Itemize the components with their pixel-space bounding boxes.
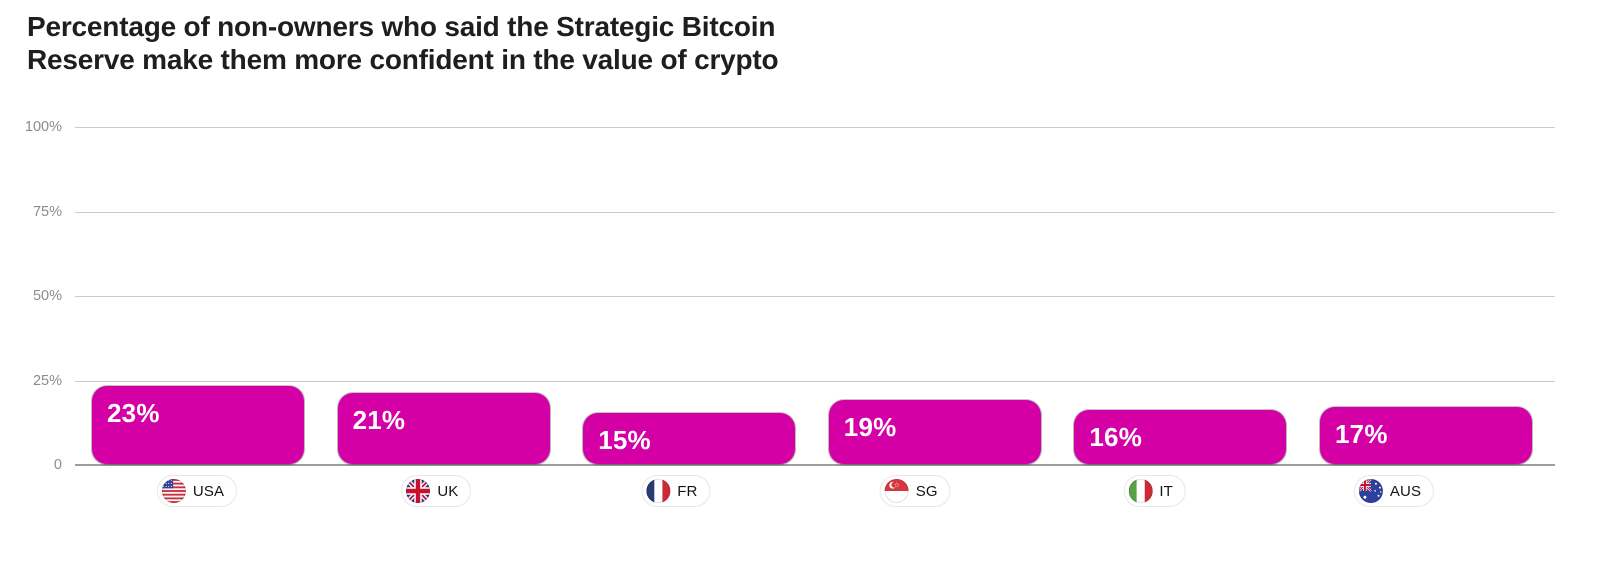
flag-italy-icon: [1128, 479, 1153, 503]
chart-title: Percentage of non-owners who said the St…: [27, 10, 779, 76]
bar-value-label-uk: 21%: [352, 405, 406, 436]
category-badge-fr: FR: [641, 475, 711, 507]
bar-usa: 23%: [92, 386, 304, 464]
y-tick-label-50: 50%: [32, 288, 62, 304]
flag-uk-icon: [406, 479, 431, 503]
category-badge-usa: USA: [156, 475, 238, 507]
gridline-50: [75, 296, 1555, 297]
category-label-uk: UK: [437, 482, 459, 500]
category-label-aus: AUS: [1389, 482, 1422, 500]
gridline-75: [75, 211, 1555, 213]
chart-title-line1: Percentage of non-owners who said the St…: [27, 11, 776, 42]
bar-value-label-it: 16%: [1089, 421, 1143, 452]
category-label-sg: SG: [915, 482, 938, 500]
bar-fr: 15%: [583, 413, 796, 464]
y-tick-label-75: 75%: [32, 203, 62, 220]
gridline-0: [75, 464, 1555, 466]
flag-australia-icon: [1358, 479, 1383, 503]
category-badge-sg: SG: [879, 475, 951, 507]
category-badge-aus: AUS: [1353, 475, 1435, 507]
category-badge-uk: UK: [401, 475, 472, 507]
flag-singapore-icon: [884, 479, 909, 503]
bar-value-label-usa: 23%: [107, 398, 160, 429]
bar-aus: 17%: [1320, 406, 1532, 464]
bar-sg: 19%: [828, 399, 1041, 464]
category-badge-it: IT: [1123, 475, 1186, 507]
flag-usa-icon: [161, 479, 186, 503]
category-label-fr: FR: [677, 482, 698, 500]
bar-value-label-sg: 19%: [843, 411, 897, 442]
flag-france-icon: [646, 479, 671, 503]
bar-uk: 21%: [337, 393, 550, 464]
chart-title-line2: Reserve make them more confident in the …: [27, 44, 779, 75]
y-tick-label-100: 100%: [24, 119, 62, 135]
y-tick-label-0: 0: [53, 457, 62, 473]
category-label-usa: USA: [192, 482, 225, 500]
y-tick-label-25: 25%: [32, 372, 62, 389]
category-label-it: IT: [1159, 482, 1173, 500]
gridline-100: [75, 127, 1555, 128]
bar-value-label-aus: 17%: [1335, 418, 1388, 449]
gridline-25: [75, 380, 1555, 382]
bar-it: 16%: [1074, 409, 1287, 464]
bar-value-label-fr: 15%: [598, 425, 651, 456]
